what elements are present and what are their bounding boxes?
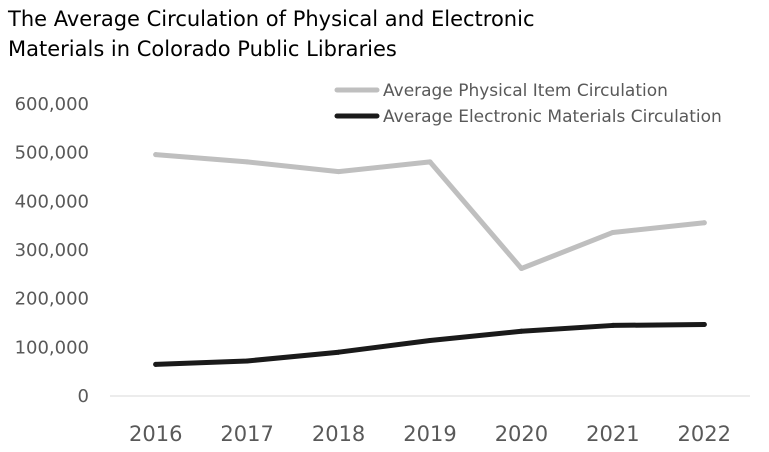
- data-point: [610, 322, 616, 328]
- chart-legend: Average Physical Item Circulation Average…: [334, 81, 722, 127]
- x-tick-label: 2018: [312, 422, 365, 446]
- data-point: [336, 349, 342, 355]
- chart-title: The Average Circulation of Physical and …: [8, 4, 608, 64]
- y-tick-label: 400,000: [15, 191, 89, 212]
- data-point: [518, 328, 524, 334]
- series-2: [153, 321, 707, 367]
- chart-title-line-2: Materials in Colorado Public Libraries: [8, 37, 397, 61]
- y-tick-label: 100,000: [15, 337, 89, 358]
- data-point: [610, 229, 616, 235]
- data-point: [701, 321, 707, 327]
- data-point: [518, 265, 524, 271]
- data-point: [427, 159, 433, 165]
- data-point: [153, 152, 159, 158]
- y-tick-label: 0: [78, 386, 89, 407]
- series-line: [153, 152, 707, 271]
- series-line: [153, 321, 707, 367]
- legend-item-2: Average Electronic Materials Circulation: [334, 107, 722, 127]
- x-tick-label: 2019: [403, 422, 456, 446]
- legend-item-1: Average Physical Item Circulation: [334, 81, 668, 101]
- x-tick-label: 2022: [678, 422, 731, 446]
- x-tick-label: 2020: [495, 422, 548, 446]
- y-axis: 0 100,000 200,000 300,000 400,000 500,000 600,…: [15, 94, 89, 407]
- x-tick-label: 2021: [586, 422, 639, 446]
- legend-label: Average Electronic Materials Circulation: [383, 107, 722, 127]
- x-tick-label: 2016: [129, 422, 182, 446]
- series-layer: [153, 152, 707, 367]
- y-tick-label: 500,000: [15, 143, 89, 164]
- data-point: [244, 159, 250, 165]
- chart-title-line-1: The Average Circulation of Physical and …: [8, 7, 535, 31]
- series-1: [153, 152, 707, 271]
- data-point: [244, 358, 250, 364]
- x-axis: 2016 2017 2018 2019 2020 2021 2022: [129, 422, 731, 446]
- data-point: [336, 169, 342, 175]
- y-tick-label: 300,000: [15, 240, 89, 261]
- x-tick-label: 2017: [220, 422, 273, 446]
- data-point: [153, 361, 159, 367]
- y-tick-label: 200,000: [15, 289, 89, 310]
- legend-label: Average Physical Item Circulation: [383, 81, 668, 101]
- data-point: [427, 338, 433, 344]
- data-point: [701, 220, 707, 226]
- y-tick-label: 600,000: [15, 94, 89, 115]
